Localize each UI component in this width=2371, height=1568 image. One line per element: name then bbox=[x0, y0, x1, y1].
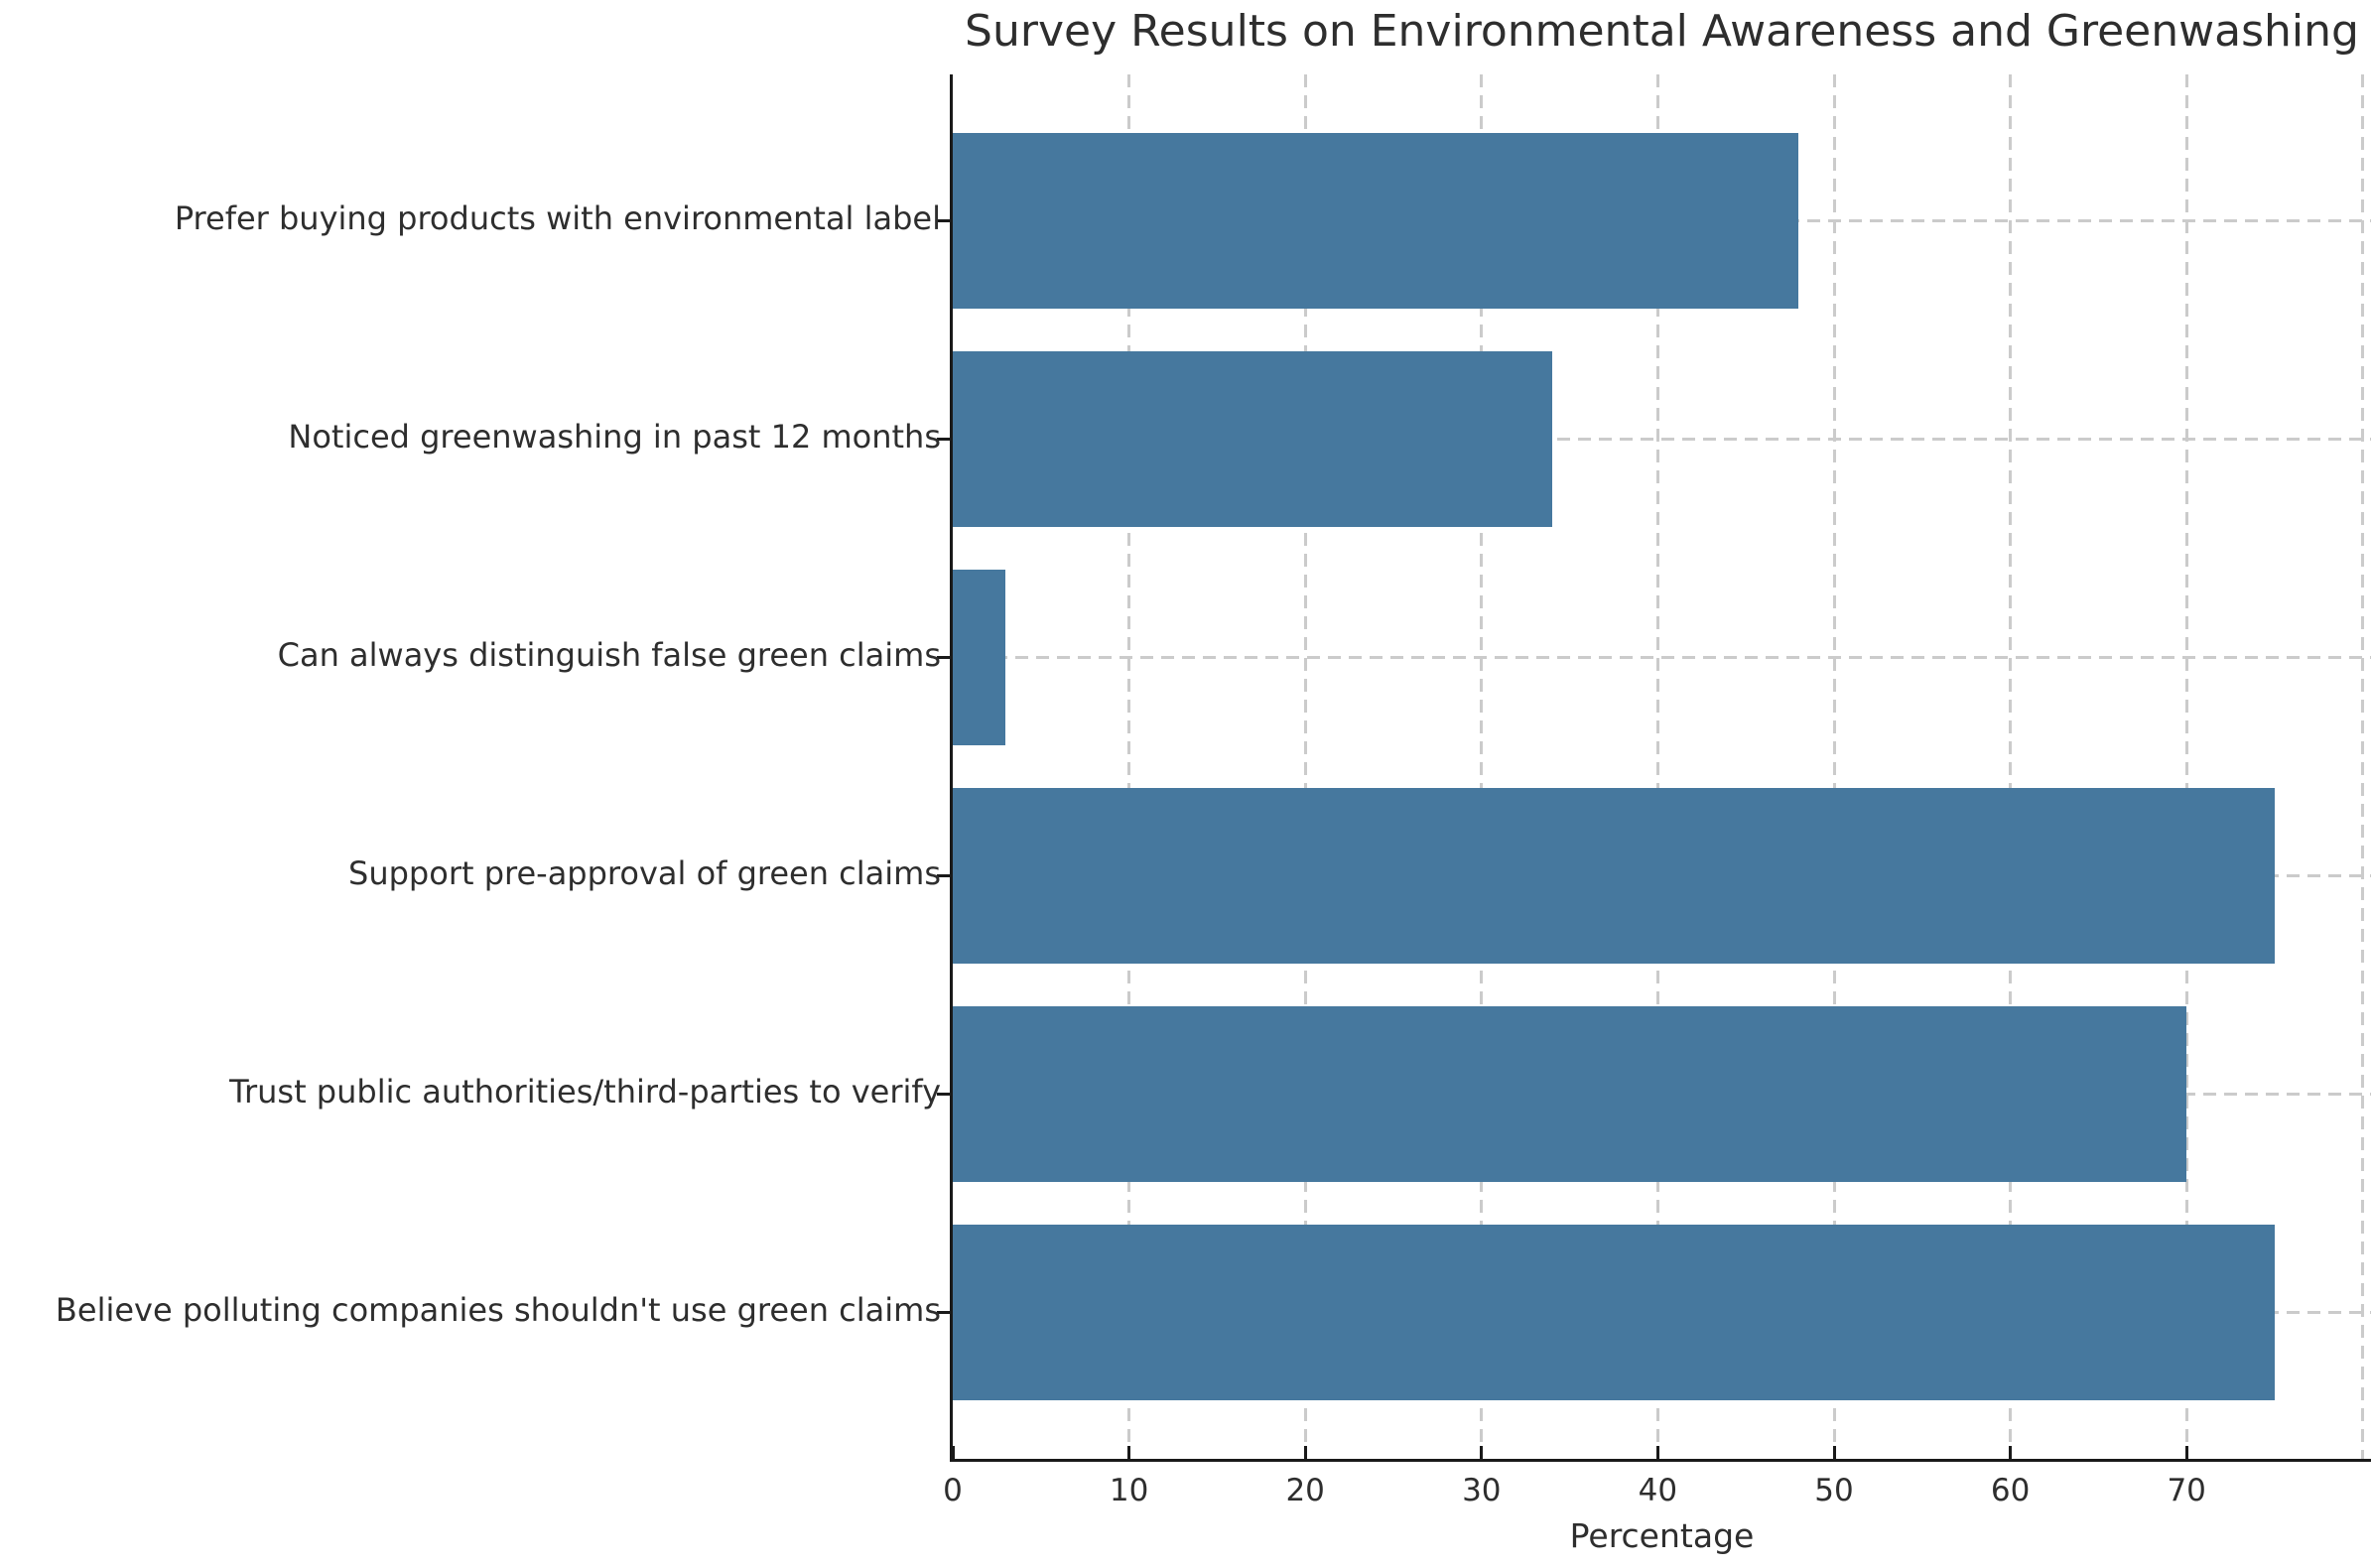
bar-3 bbox=[953, 787, 2275, 964]
y-tick-2 bbox=[937, 655, 950, 659]
gridline-x-60 bbox=[2009, 74, 2013, 1459]
bar-4 bbox=[953, 1005, 2187, 1182]
x-axis-label: Percentage bbox=[1569, 1516, 1755, 1555]
bar-5 bbox=[953, 1224, 2275, 1400]
gridline-y-2 bbox=[953, 655, 2371, 659]
gridline-y-1 bbox=[953, 437, 2371, 441]
y-tick-label-5: Believe polluting companies shouldn't us… bbox=[55, 1291, 941, 1329]
bar-0 bbox=[953, 132, 1799, 309]
y-axis-spine bbox=[950, 74, 953, 1459]
x-tick-60 bbox=[2009, 1446, 2013, 1459]
x-tick-40 bbox=[1655, 1446, 1659, 1459]
gridline-x-80 bbox=[2361, 74, 2365, 1459]
bar-2 bbox=[953, 569, 1006, 745]
y-tick-label-2: Can always distinguish false green claim… bbox=[277, 636, 941, 674]
y-tick-label-0: Prefer buying products with environmenta… bbox=[174, 199, 941, 237]
x-tick-label-40: 40 bbox=[1638, 1473, 1678, 1508]
gridline-x-50 bbox=[1832, 74, 1836, 1459]
y-tick-label-1: Noticed greenwashing in past 12 months bbox=[288, 418, 941, 456]
y-tick-0 bbox=[937, 218, 950, 222]
x-tick-50 bbox=[1832, 1446, 1836, 1459]
gridline-x-20 bbox=[1303, 74, 1307, 1459]
y-tick-3 bbox=[937, 873, 950, 877]
gridline-x-70 bbox=[2184, 74, 2188, 1459]
x-tick-10 bbox=[1127, 1446, 1131, 1459]
plot-area bbox=[937, 74, 2371, 1462]
gridline-x-10 bbox=[1127, 74, 1131, 1459]
y-tick-label-3: Support pre-approval of green claims bbox=[348, 854, 941, 892]
y-tick-4 bbox=[937, 1092, 950, 1096]
chart-title: Survey Results on Environmental Awarenes… bbox=[965, 6, 2359, 57]
x-tick-label-70: 70 bbox=[2167, 1473, 2206, 1508]
x-axis-spine bbox=[950, 1459, 2371, 1462]
x-tick-label-50: 50 bbox=[1814, 1473, 1854, 1508]
x-tick-label-10: 10 bbox=[1109, 1473, 1149, 1508]
x-tick-label-20: 20 bbox=[1285, 1473, 1325, 1508]
x-tick-0 bbox=[951, 1446, 955, 1459]
y-tick-label-4: Trust public authorities/third-parties t… bbox=[229, 1073, 941, 1111]
x-tick-label-0: 0 bbox=[943, 1473, 963, 1508]
y-tick-5 bbox=[937, 1310, 950, 1314]
x-tick-70 bbox=[2184, 1446, 2188, 1459]
gridline-x-30 bbox=[1480, 74, 1484, 1459]
gridline-x-40 bbox=[1655, 74, 1659, 1459]
y-tick-1 bbox=[937, 437, 950, 441]
x-tick-label-30: 30 bbox=[1462, 1473, 1502, 1508]
x-tick-20 bbox=[1303, 1446, 1307, 1459]
bar-1 bbox=[953, 350, 1552, 527]
x-tick-30 bbox=[1480, 1446, 1484, 1459]
x-tick-label-60: 60 bbox=[1990, 1473, 2031, 1508]
